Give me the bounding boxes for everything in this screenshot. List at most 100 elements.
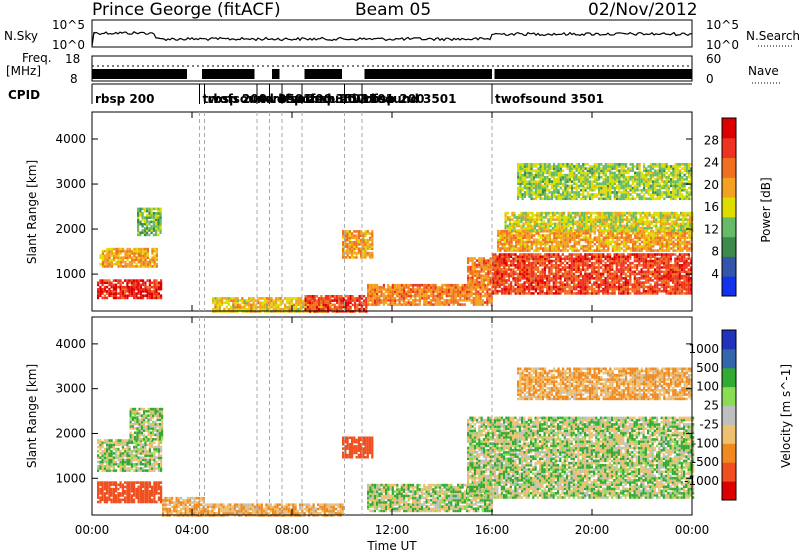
nsky-panel: N.Sky 10^5 10^0 N.Search 10^5 10^0 xyxy=(4,18,800,52)
heatmap-cell xyxy=(687,274,690,278)
heatmap-cell xyxy=(155,227,158,230)
heatmap-cell xyxy=(561,261,564,265)
heatmap-cell xyxy=(470,294,473,298)
heatmap-cell xyxy=(117,258,120,262)
heatmap-cell xyxy=(582,277,585,280)
heatmap-cell xyxy=(530,270,533,274)
heatmap-cell xyxy=(112,279,115,282)
heatmap-cell xyxy=(680,218,683,221)
heatmap-cell xyxy=(142,287,145,291)
heatmap-cell xyxy=(494,259,497,263)
heatmap-cell xyxy=(521,232,524,235)
heatmap-cell xyxy=(245,299,248,302)
heatmap-cell xyxy=(430,286,433,289)
heatmap-cell xyxy=(492,255,495,258)
heatmap-cell xyxy=(218,303,221,307)
heatmap-cell xyxy=(654,268,657,271)
heatmap-cell xyxy=(656,274,659,278)
heatmap-cell xyxy=(115,249,118,253)
heatmap-cell xyxy=(524,242,527,246)
heatmap-cell xyxy=(463,283,466,287)
heatmap-cell xyxy=(104,260,107,264)
heatmap-cell xyxy=(662,211,665,215)
heatmap-cell xyxy=(629,247,632,250)
heatmap-cell xyxy=(533,238,536,242)
heatmap-cell xyxy=(656,232,659,235)
heatmap-cell xyxy=(472,296,475,300)
heatmap-cell xyxy=(137,258,140,262)
heatmap-cell xyxy=(654,232,657,235)
heatmap-cell xyxy=(486,288,489,291)
heatmap-cell xyxy=(577,266,580,269)
heatmap-cell xyxy=(614,211,617,215)
heatmap-cell xyxy=(519,285,522,289)
heatmap-cell xyxy=(279,303,282,307)
heatmap-cell xyxy=(143,233,146,237)
heatmap-cell xyxy=(538,226,541,230)
heatmap-cell xyxy=(336,299,339,302)
heatmap-cell xyxy=(364,249,367,253)
heatmap-cell xyxy=(387,290,390,293)
heatmap-cell xyxy=(354,297,357,300)
heatmap-cell xyxy=(668,222,671,226)
heatmap-cell xyxy=(119,252,122,255)
heatmap-cell xyxy=(574,213,577,217)
heatmap-cell xyxy=(304,297,307,300)
heatmap-cell xyxy=(517,232,520,235)
heatmap-cell xyxy=(342,256,345,259)
heatmap-cell xyxy=(528,268,531,271)
heatmap-cell xyxy=(621,224,624,228)
heatmap-cell xyxy=(133,285,136,289)
heatmap-cell xyxy=(351,299,354,302)
heatmap-cell xyxy=(509,220,512,223)
heatmap-cell xyxy=(141,212,144,215)
heatmap-cell xyxy=(596,236,599,239)
heatmap-cell xyxy=(676,270,679,274)
heatmap-cell xyxy=(598,247,601,250)
heatmap-cell xyxy=(115,260,118,264)
heatmap-cell xyxy=(146,233,149,237)
heatmap-cell xyxy=(629,261,632,265)
heatmap-cell xyxy=(541,270,544,274)
heatmap-cell xyxy=(106,256,109,259)
heatmap-cell xyxy=(665,289,668,293)
heatmap-cell xyxy=(137,279,140,282)
heatmap-cell xyxy=(432,283,435,287)
heatmap-cell xyxy=(532,191,535,194)
heatmap-cell xyxy=(503,274,506,277)
heatmap-cell xyxy=(355,238,358,242)
heatmap-cell xyxy=(663,253,666,256)
heatmap-cell xyxy=(494,255,497,258)
heatmap-cell xyxy=(546,193,549,196)
heatmap-cell xyxy=(667,264,670,267)
heatmap-cell xyxy=(342,243,345,246)
heatmap-cell xyxy=(615,281,618,284)
heatmap-cell xyxy=(568,255,571,258)
heatmap-cell xyxy=(534,255,537,258)
heatmap-cell xyxy=(517,163,520,166)
heatmap-cell xyxy=(640,283,643,286)
heatmap-cell xyxy=(150,231,153,234)
heatmap-cell xyxy=(117,256,120,259)
heatmap-cell xyxy=(652,240,655,244)
heatmap-cell xyxy=(623,218,626,221)
heatmap-cell xyxy=(590,211,593,215)
heatmap-cell xyxy=(643,234,646,237)
heatmap-cell xyxy=(564,285,567,289)
heatmap-cell xyxy=(400,296,403,300)
heatmap-cell xyxy=(665,255,668,258)
heatmap-cell xyxy=(482,278,485,282)
heatmap-cell xyxy=(344,249,347,253)
heatmap-cell xyxy=(378,299,381,302)
heatmap-cell xyxy=(522,226,525,230)
heatmap-cell xyxy=(525,253,528,256)
heatmap-cell xyxy=(369,292,372,296)
heatmap-cell xyxy=(452,294,455,298)
heatmap-cell xyxy=(536,216,539,219)
heatmap-cell xyxy=(611,238,614,242)
heatmap-cell xyxy=(480,259,483,262)
heatmap-cell xyxy=(586,259,589,263)
heatmap-cell xyxy=(227,297,230,300)
heatmap-cell xyxy=(389,288,392,291)
heatmap-cell xyxy=(661,249,664,252)
